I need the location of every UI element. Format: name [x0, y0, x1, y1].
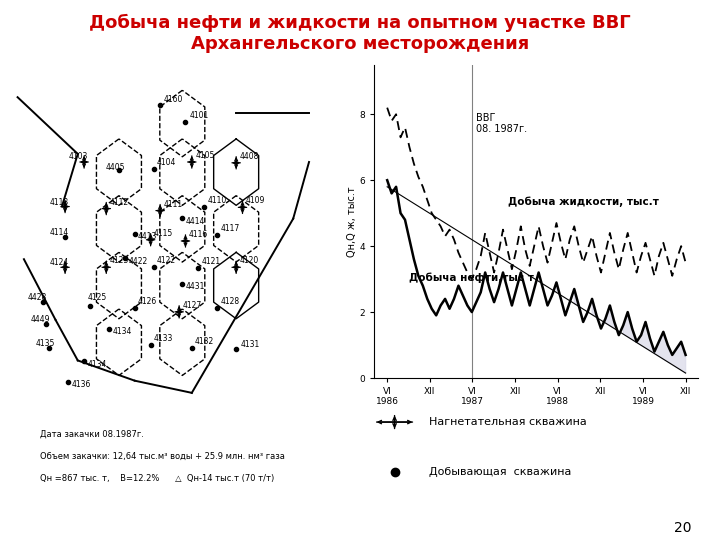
- Text: 4428: 4428: [27, 293, 47, 302]
- Text: 4121: 4121: [202, 257, 220, 266]
- Text: 4414: 4414: [186, 217, 205, 226]
- Text: ВВГ
08. 1987г.: ВВГ 08. 1987г.: [476, 113, 527, 134]
- Text: Добывающая  скважина: Добывающая скважина: [429, 467, 572, 477]
- Text: 4105: 4105: [196, 151, 215, 160]
- Text: Архангельского месторождения: Архангельского месторождения: [191, 35, 529, 53]
- Text: 4127: 4127: [182, 301, 202, 310]
- Text: 4449: 4449: [31, 315, 50, 324]
- Text: 4111: 4111: [163, 200, 182, 208]
- Text: 4125: 4125: [87, 293, 107, 302]
- Text: 4122: 4122: [157, 256, 176, 265]
- Text: 4116: 4116: [189, 230, 208, 239]
- Text: 4117: 4117: [220, 224, 240, 233]
- Text: 4103: 4103: [69, 152, 89, 161]
- Text: 4115: 4115: [154, 229, 173, 238]
- Text: Нагнетательная скважина: Нагнетательная скважина: [429, 417, 587, 427]
- Text: 4408: 4408: [239, 152, 258, 161]
- Text: 4413: 4413: [138, 232, 158, 241]
- Text: 4132: 4132: [195, 338, 215, 346]
- Text: 4134: 4134: [87, 360, 107, 368]
- Text: 4135: 4135: [36, 339, 55, 348]
- Text: 4112: 4112: [109, 198, 129, 206]
- Text: 4160: 4160: [164, 94, 184, 104]
- Text: 4120: 4120: [239, 256, 258, 265]
- Text: 4431: 4431: [186, 282, 205, 291]
- Text: 4131: 4131: [241, 340, 260, 349]
- Text: 4128: 4128: [220, 297, 240, 306]
- Text: Добыча жидкости, тыс.т: Добыча жидкости, тыс.т: [508, 196, 659, 207]
- Text: 4101: 4101: [189, 111, 209, 120]
- Text: Добыча нефти,тыс т: Добыча нефти,тыс т: [408, 273, 534, 283]
- Text: 4124: 4124: [50, 258, 69, 267]
- Text: 4110: 4110: [207, 197, 227, 205]
- Text: Дата закачки 08.1987г.: Дата закачки 08.1987г.: [40, 429, 143, 438]
- Text: Объем закачки: 12,64 тыс.м³ воды + 25.9 млн. нм³ газа: Объем закачки: 12,64 тыс.м³ воды + 25.9 …: [40, 451, 284, 461]
- Text: 4104: 4104: [157, 158, 176, 167]
- Text: 4114: 4114: [50, 228, 69, 237]
- Text: 4422: 4422: [128, 256, 148, 266]
- Text: 4405: 4405: [106, 163, 125, 172]
- Text: 4133: 4133: [154, 334, 174, 343]
- Text: Добыча нефти и жидкости на опытном участке ВВГ: Добыча нефти и жидкости на опытном участ…: [89, 14, 631, 32]
- Text: 4136: 4136: [71, 380, 91, 389]
- Text: 20: 20: [674, 521, 691, 535]
- Text: 4134: 4134: [112, 327, 132, 336]
- Text: 4113: 4113: [50, 198, 69, 206]
- Text: 4109: 4109: [246, 197, 265, 205]
- Text: 4126: 4126: [138, 297, 157, 306]
- Text: Qн =867 тыс. т,    В=12.2%      △  Qн-14 тыс.т (70 т/т): Qн =867 тыс. т, В=12.2% △ Qн-14 тыс.т (7…: [40, 474, 274, 483]
- Y-axis label: Qн,Q ж, тыс.т: Qн,Q ж, тыс.т: [347, 186, 357, 256]
- Text: 4123: 4123: [109, 256, 129, 265]
